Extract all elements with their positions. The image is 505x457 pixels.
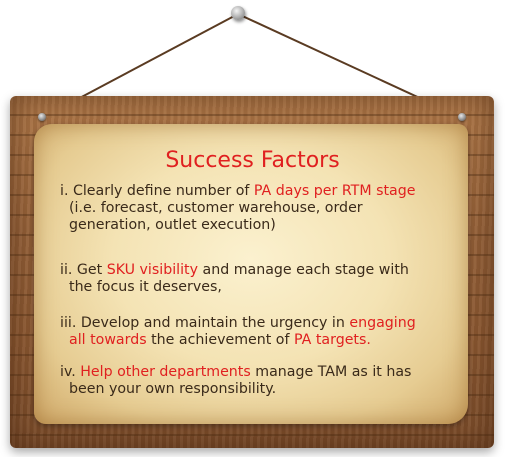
item-line: ii. Get SKU visibility and manage each s… — [60, 262, 460, 279]
sign-title: Success Factors — [165, 148, 340, 173]
success-factor-item: iv. Help other departments manage TAM as… — [60, 364, 460, 398]
item-text: and manage each stage with — [198, 262, 409, 278]
item-text: iii. Develop and maintain the urgency in — [60, 315, 350, 331]
success-factor-item: ii. Get SKU visibility and manage each s… — [60, 262, 460, 296]
nail-icon — [231, 6, 245, 20]
highlighted-text: engaging — [349, 315, 416, 331]
item-text: been your own responsibility. — [69, 381, 277, 397]
item-line: iv. Help other departments manage TAM as… — [60, 364, 460, 381]
success-factor-item: i. Clearly define number of PA days per … — [60, 183, 460, 234]
item-text: (i.e. forecast, customer warehouse, orde… — [69, 200, 363, 216]
item-text: ii. Get — [60, 262, 107, 278]
item-line: (i.e. forecast, customer warehouse, orde… — [60, 200, 460, 217]
item-text: iv. — [60, 364, 81, 380]
item-line: been your own responsibility. — [60, 381, 460, 398]
item-line: i. Clearly define number of PA days per … — [60, 183, 460, 200]
item-text: the focus it deserves, — [69, 279, 222, 295]
highlighted-text: all towards — [69, 332, 147, 348]
item-line: the focus it deserves, — [60, 279, 460, 296]
success-factor-item: iii. Develop and maintain the urgency in… — [60, 315, 460, 349]
item-text: the achievement of — [146, 332, 294, 348]
item-text: manage TAM as it has — [250, 364, 412, 380]
item-text: generation, outlet execution) — [69, 217, 276, 233]
highlighted-text: PA days per RTM stage — [253, 183, 416, 199]
hook-icon — [458, 113, 466, 121]
item-line: iii. Develop and maintain the urgency in… — [60, 315, 460, 332]
highlighted-text: SKU visibility — [106, 262, 198, 278]
item-line: all towards the achievement of PA target… — [60, 332, 460, 349]
item-text: i. Clearly define number of — [60, 183, 254, 199]
item-line: generation, outlet execution) — [60, 217, 460, 234]
highlighted-text: PA targets. — [294, 332, 371, 348]
hook-icon — [38, 113, 46, 121]
highlighted-text: Help other departments — [80, 364, 251, 380]
parchment-panel — [34, 124, 468, 424]
